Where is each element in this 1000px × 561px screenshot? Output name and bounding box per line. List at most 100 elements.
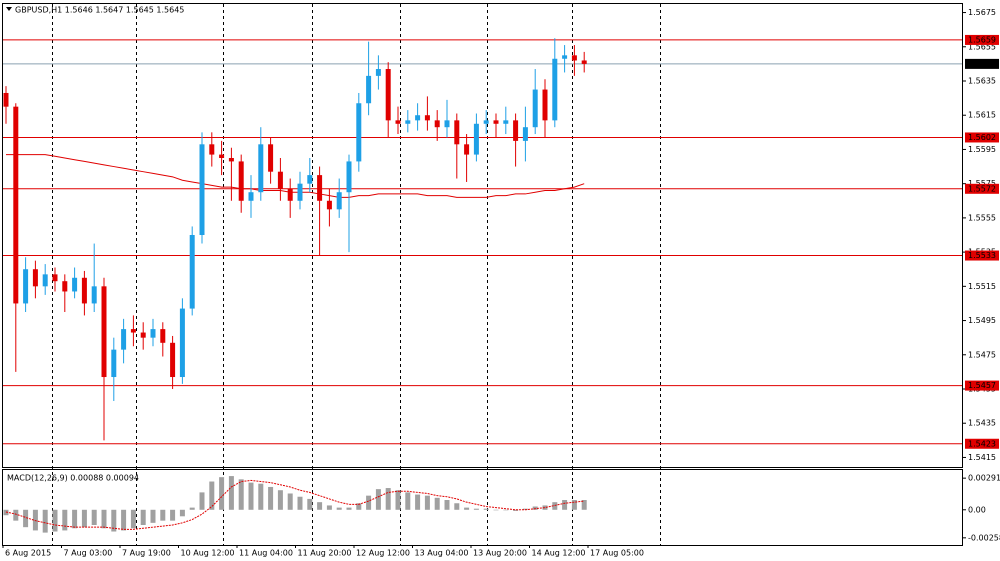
x-tick-label: 7 Aug 03:00 [64,549,113,558]
macd-bar [415,494,421,510]
candle-body [336,192,342,210]
candle-body [317,175,323,201]
level-label: 1.5423 [968,439,996,448]
chart-title: GBPUSD,H1 1.5646 1.5647 1.5645 1.5645 [15,6,184,15]
candle-body [581,60,587,64]
moving-average [6,154,585,198]
macd-bar [532,506,538,510]
candle-body [258,144,264,193]
macd-bar [346,507,352,510]
macd-bar [150,509,156,523]
macd-bar [62,509,68,531]
macd-bar [483,508,489,510]
macd-bar [13,509,19,521]
macd-bar [72,509,78,529]
macd-bar [219,477,225,510]
macd-bar [3,509,9,516]
candle-body [532,89,538,128]
level-label-box [965,380,999,391]
candle-body [3,92,9,107]
y2-tick-label: -0.00258 [968,533,1000,542]
macd-bar [258,483,264,510]
macd-bar [297,496,303,510]
candle-body [405,120,411,124]
candle-body [130,329,136,333]
y-tick-label: 1.5435 [968,419,996,428]
macd-bar [81,509,87,528]
macd-bar [32,509,38,531]
candle-body [248,192,254,201]
candle-body [326,200,332,210]
candle-body [13,106,19,304]
candle-body [356,103,362,162]
last-price-label: 1.5645 [968,59,996,68]
candle-body [493,120,499,124]
macd-bar [111,509,117,532]
level-label-box [965,34,999,45]
candle-body [238,161,244,201]
macd-bar [552,502,558,510]
macd-bar [140,509,146,525]
macd-bar [473,508,479,510]
x-tick-label: 13 Aug 04:00 [415,549,469,558]
candle-body [562,55,568,59]
macd-label: MACD(12,26,9) 0.00088 0.00094 [7,474,139,483]
candle-body [170,342,176,378]
y-tick-label: 1.5615 [968,111,996,120]
candle-body [23,269,29,304]
candle-body [62,281,68,292]
level-label: 1.5457 [968,381,996,390]
candle-body [513,120,519,141]
macd-bar [277,490,283,510]
candle-body [32,269,38,287]
candle-body [366,75,372,104]
level-label: 1.5659 [968,35,996,44]
level-label: 1.5572 [968,184,996,193]
macd-bar [513,509,519,511]
macd-signal [5,479,585,530]
macd-bar [336,507,342,510]
menu-arrow [6,7,12,11]
y-tick-label: 1.5515 [968,282,996,291]
macd-frame [2,469,963,546]
macd-bar [375,489,381,510]
macd-bar [562,500,568,510]
candle-body [444,120,450,128]
candle-body [268,144,274,172]
macd-bar [101,509,107,529]
y-tick-label: 1.5595 [968,145,996,154]
macd-bar [130,509,136,529]
macd-bar [444,500,450,510]
macd-bar [424,495,430,510]
macd-bar [464,507,470,510]
candle-body [395,120,401,124]
y-tick-label: 1.5675 [968,8,996,17]
macd-bar [581,500,587,510]
macd-bar [395,490,401,510]
macd-bar [287,493,293,510]
level-label-box [965,438,999,449]
macd-bar [209,481,215,510]
y-tick-label: 1.5575 [968,179,996,188]
candle-body [150,329,156,338]
x-tick-label: 11 Aug 20:00 [298,549,352,558]
candle-body [209,144,215,155]
macd-bar [189,507,195,510]
x-tick-label: 13 Aug 20:00 [473,549,527,558]
candle-body [415,115,421,121]
macd-bar [42,509,48,533]
x-tick-label: 14 Aug 12:00 [532,549,586,558]
macd-bar [170,509,176,521]
y-tick-label: 1.5475 [968,350,996,359]
candle-body [464,144,470,155]
macd-bar [91,509,97,525]
macd-bar [366,495,372,510]
candle-body [189,235,195,309]
macd-bar [503,509,509,511]
candle-body [542,89,548,121]
macd-bar [434,497,440,510]
macd-bar [268,486,274,510]
macd-bar [121,509,127,531]
y2-tick-label: 0.00 [968,505,986,514]
